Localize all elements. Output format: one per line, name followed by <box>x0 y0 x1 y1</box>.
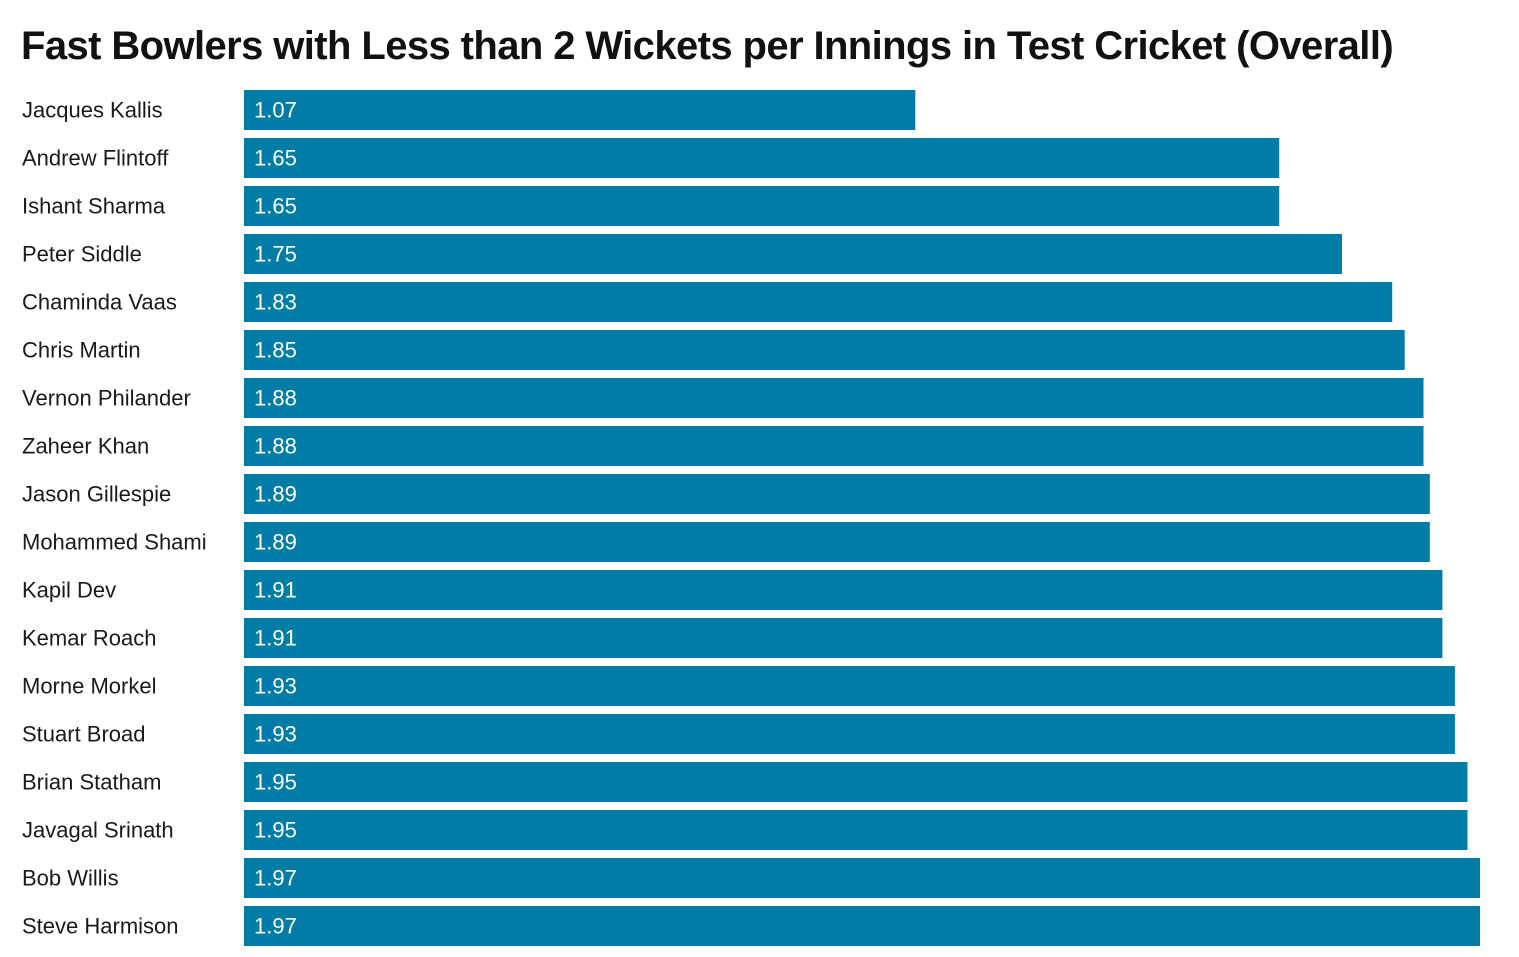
category-label: Chaminda Vaas <box>22 290 177 315</box>
bar <box>244 138 1280 178</box>
bar <box>244 474 1430 514</box>
value-label: 1.89 <box>254 482 297 507</box>
bar-row: Brian Statham 1.95 <box>22 762 1468 802</box>
bar <box>244 378 1424 418</box>
bar <box>244 810 1468 850</box>
bar-row: Chris Martin 1.85 <box>22 330 1405 370</box>
bar-row: Jacques Kallis 1.07 <box>22 90 916 130</box>
category-label: Kemar Roach <box>22 626 157 651</box>
bar-row: Kemar Roach 1.91 <box>22 618 1443 658</box>
bar <box>244 330 1405 370</box>
bar-row: Peter Siddle 1.75 <box>22 234 1342 274</box>
category-label: Vernon Philander <box>22 386 191 411</box>
category-label: Morne Morkel <box>22 674 156 699</box>
category-label: Jacques Kallis <box>22 98 163 123</box>
value-label: 1.85 <box>254 338 297 363</box>
category-label: Jason Gillespie <box>22 482 171 507</box>
value-label: 1.75 <box>254 242 297 267</box>
bar-row: Kapil Dev 1.91 <box>22 570 1443 610</box>
bar <box>244 234 1342 274</box>
category-label: Ishant Sharma <box>22 194 166 219</box>
value-label: 1.93 <box>254 674 297 699</box>
bar <box>244 858 1480 898</box>
bar-row: Andrew Flintoff 1.65 <box>22 138 1280 178</box>
category-label: Peter Siddle <box>22 242 142 267</box>
value-label: 1.65 <box>254 146 297 171</box>
bar <box>244 186 1280 226</box>
category-label: Andrew Flintoff <box>22 146 169 171</box>
bar-row: Javagal Srinath 1.95 <box>22 810 1468 850</box>
bar-row: Steve Harmison 1.97 <box>22 906 1480 946</box>
category-label: Steve Harmison <box>22 914 179 939</box>
value-label: 1.95 <box>254 770 297 795</box>
bar-row: Jason Gillespie 1.89 <box>22 474 1430 514</box>
chart-title: Fast Bowlers with Less than 2 Wickets pe… <box>21 24 1394 68</box>
bar <box>244 522 1430 562</box>
value-label: 1.07 <box>254 98 297 123</box>
value-label: 1.93 <box>254 722 297 747</box>
category-label: Kapil Dev <box>22 578 116 603</box>
bar <box>244 666 1455 706</box>
bar-row: Stuart Broad 1.93 <box>22 714 1455 754</box>
value-label: 1.88 <box>254 386 297 411</box>
value-label: 1.91 <box>254 578 297 603</box>
value-label: 1.97 <box>254 914 297 939</box>
bar <box>244 570 1443 610</box>
bar-row: Chaminda Vaas 1.83 <box>22 282 1393 322</box>
bar-row: Zaheer Khan 1.88 <box>22 426 1424 466</box>
value-label: 1.83 <box>254 290 297 315</box>
bar <box>244 906 1480 946</box>
value-label: 1.88 <box>254 434 297 459</box>
category-label: Bob Willis <box>22 866 119 891</box>
bar-row: Bob Willis 1.97 <box>22 858 1480 898</box>
value-label: 1.89 <box>254 530 297 555</box>
bar-row: Vernon Philander 1.88 <box>22 378 1424 418</box>
category-label: Chris Martin <box>22 338 141 363</box>
category-label: Javagal Srinath <box>22 818 174 843</box>
value-label: 1.91 <box>254 626 297 651</box>
bar <box>244 618 1443 658</box>
bar-row: Mohammed Shami 1.89 <box>22 522 1430 562</box>
category-label: Stuart Broad <box>22 722 146 747</box>
bar <box>244 90 916 130</box>
bar <box>244 714 1455 754</box>
value-label: 1.65 <box>254 194 297 219</box>
bar <box>244 282 1393 322</box>
bar-row: Ishant Sharma 1.65 <box>22 186 1280 226</box>
value-label: 1.97 <box>254 866 297 891</box>
value-label: 1.95 <box>254 818 297 843</box>
category-label: Brian Statham <box>22 770 161 795</box>
category-label: Mohammed Shami <box>22 530 207 555</box>
bar <box>244 426 1424 466</box>
bar <box>244 762 1468 802</box>
category-label: Zaheer Khan <box>22 434 149 459</box>
bar-row: Morne Morkel 1.93 <box>22 666 1455 706</box>
